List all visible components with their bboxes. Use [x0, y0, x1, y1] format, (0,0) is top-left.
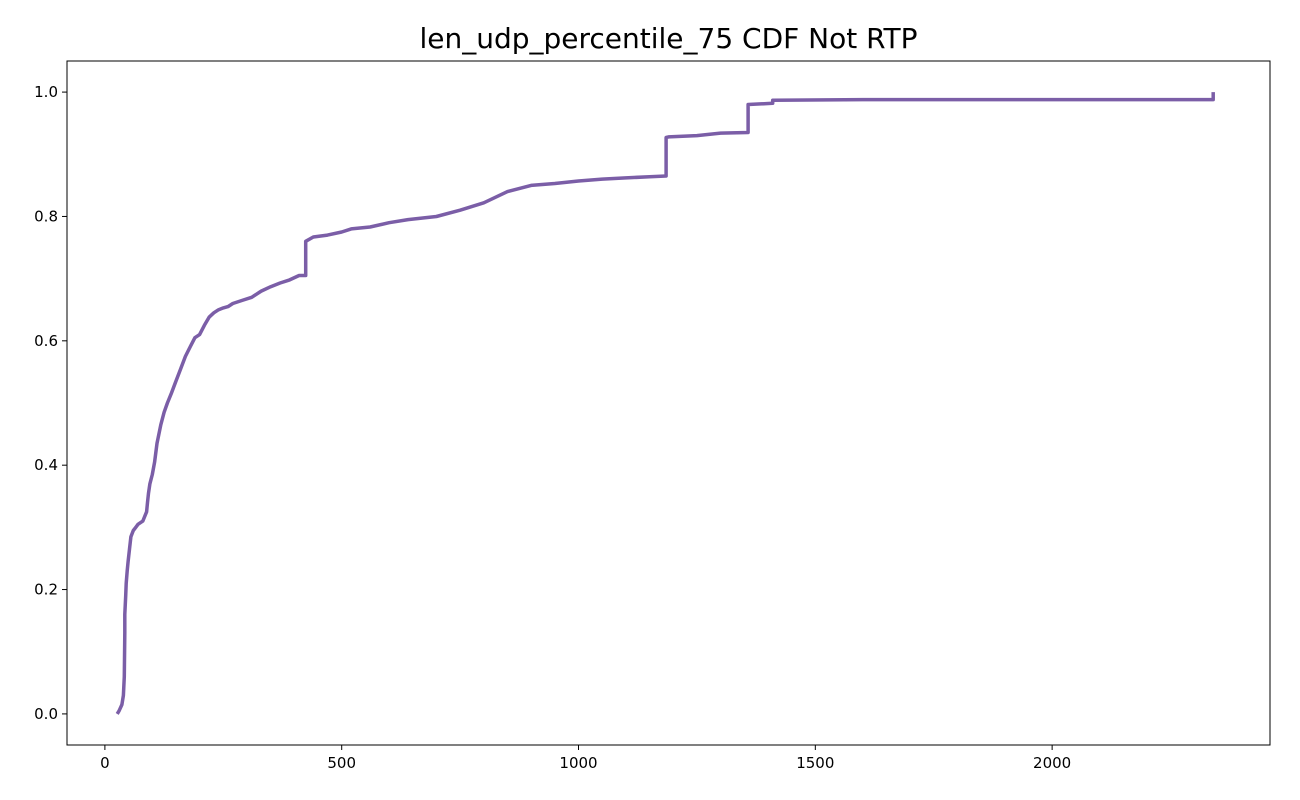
chart-title: len_udp_percentile_75 CDF Not RTP: [419, 22, 918, 55]
y-tick-label: 0.6: [34, 332, 58, 350]
y-tick-label: 0.2: [34, 581, 58, 599]
y-tick-label: 0.0: [34, 705, 58, 723]
y-tick-label: 1.0: [34, 83, 58, 101]
cdf-line: [115, 92, 1215, 715]
x-tick-label: 2000: [1033, 754, 1071, 772]
x-tick-label: 1500: [796, 754, 834, 772]
y-tick-label: 0.8: [34, 207, 58, 225]
y-tick-label: 0.4: [34, 456, 58, 474]
x-tick-label: 1000: [559, 754, 597, 772]
axes-frame: [66, 60, 1271, 746]
x-tick-label: 0: [100, 754, 110, 772]
x-axis: 0 500 1000 1500 2000: [100, 745, 1071, 772]
y-axis: 0.0 0.2 0.4 0.6 0.8 1.0: [34, 83, 67, 723]
x-tick-label: 500: [327, 754, 356, 772]
